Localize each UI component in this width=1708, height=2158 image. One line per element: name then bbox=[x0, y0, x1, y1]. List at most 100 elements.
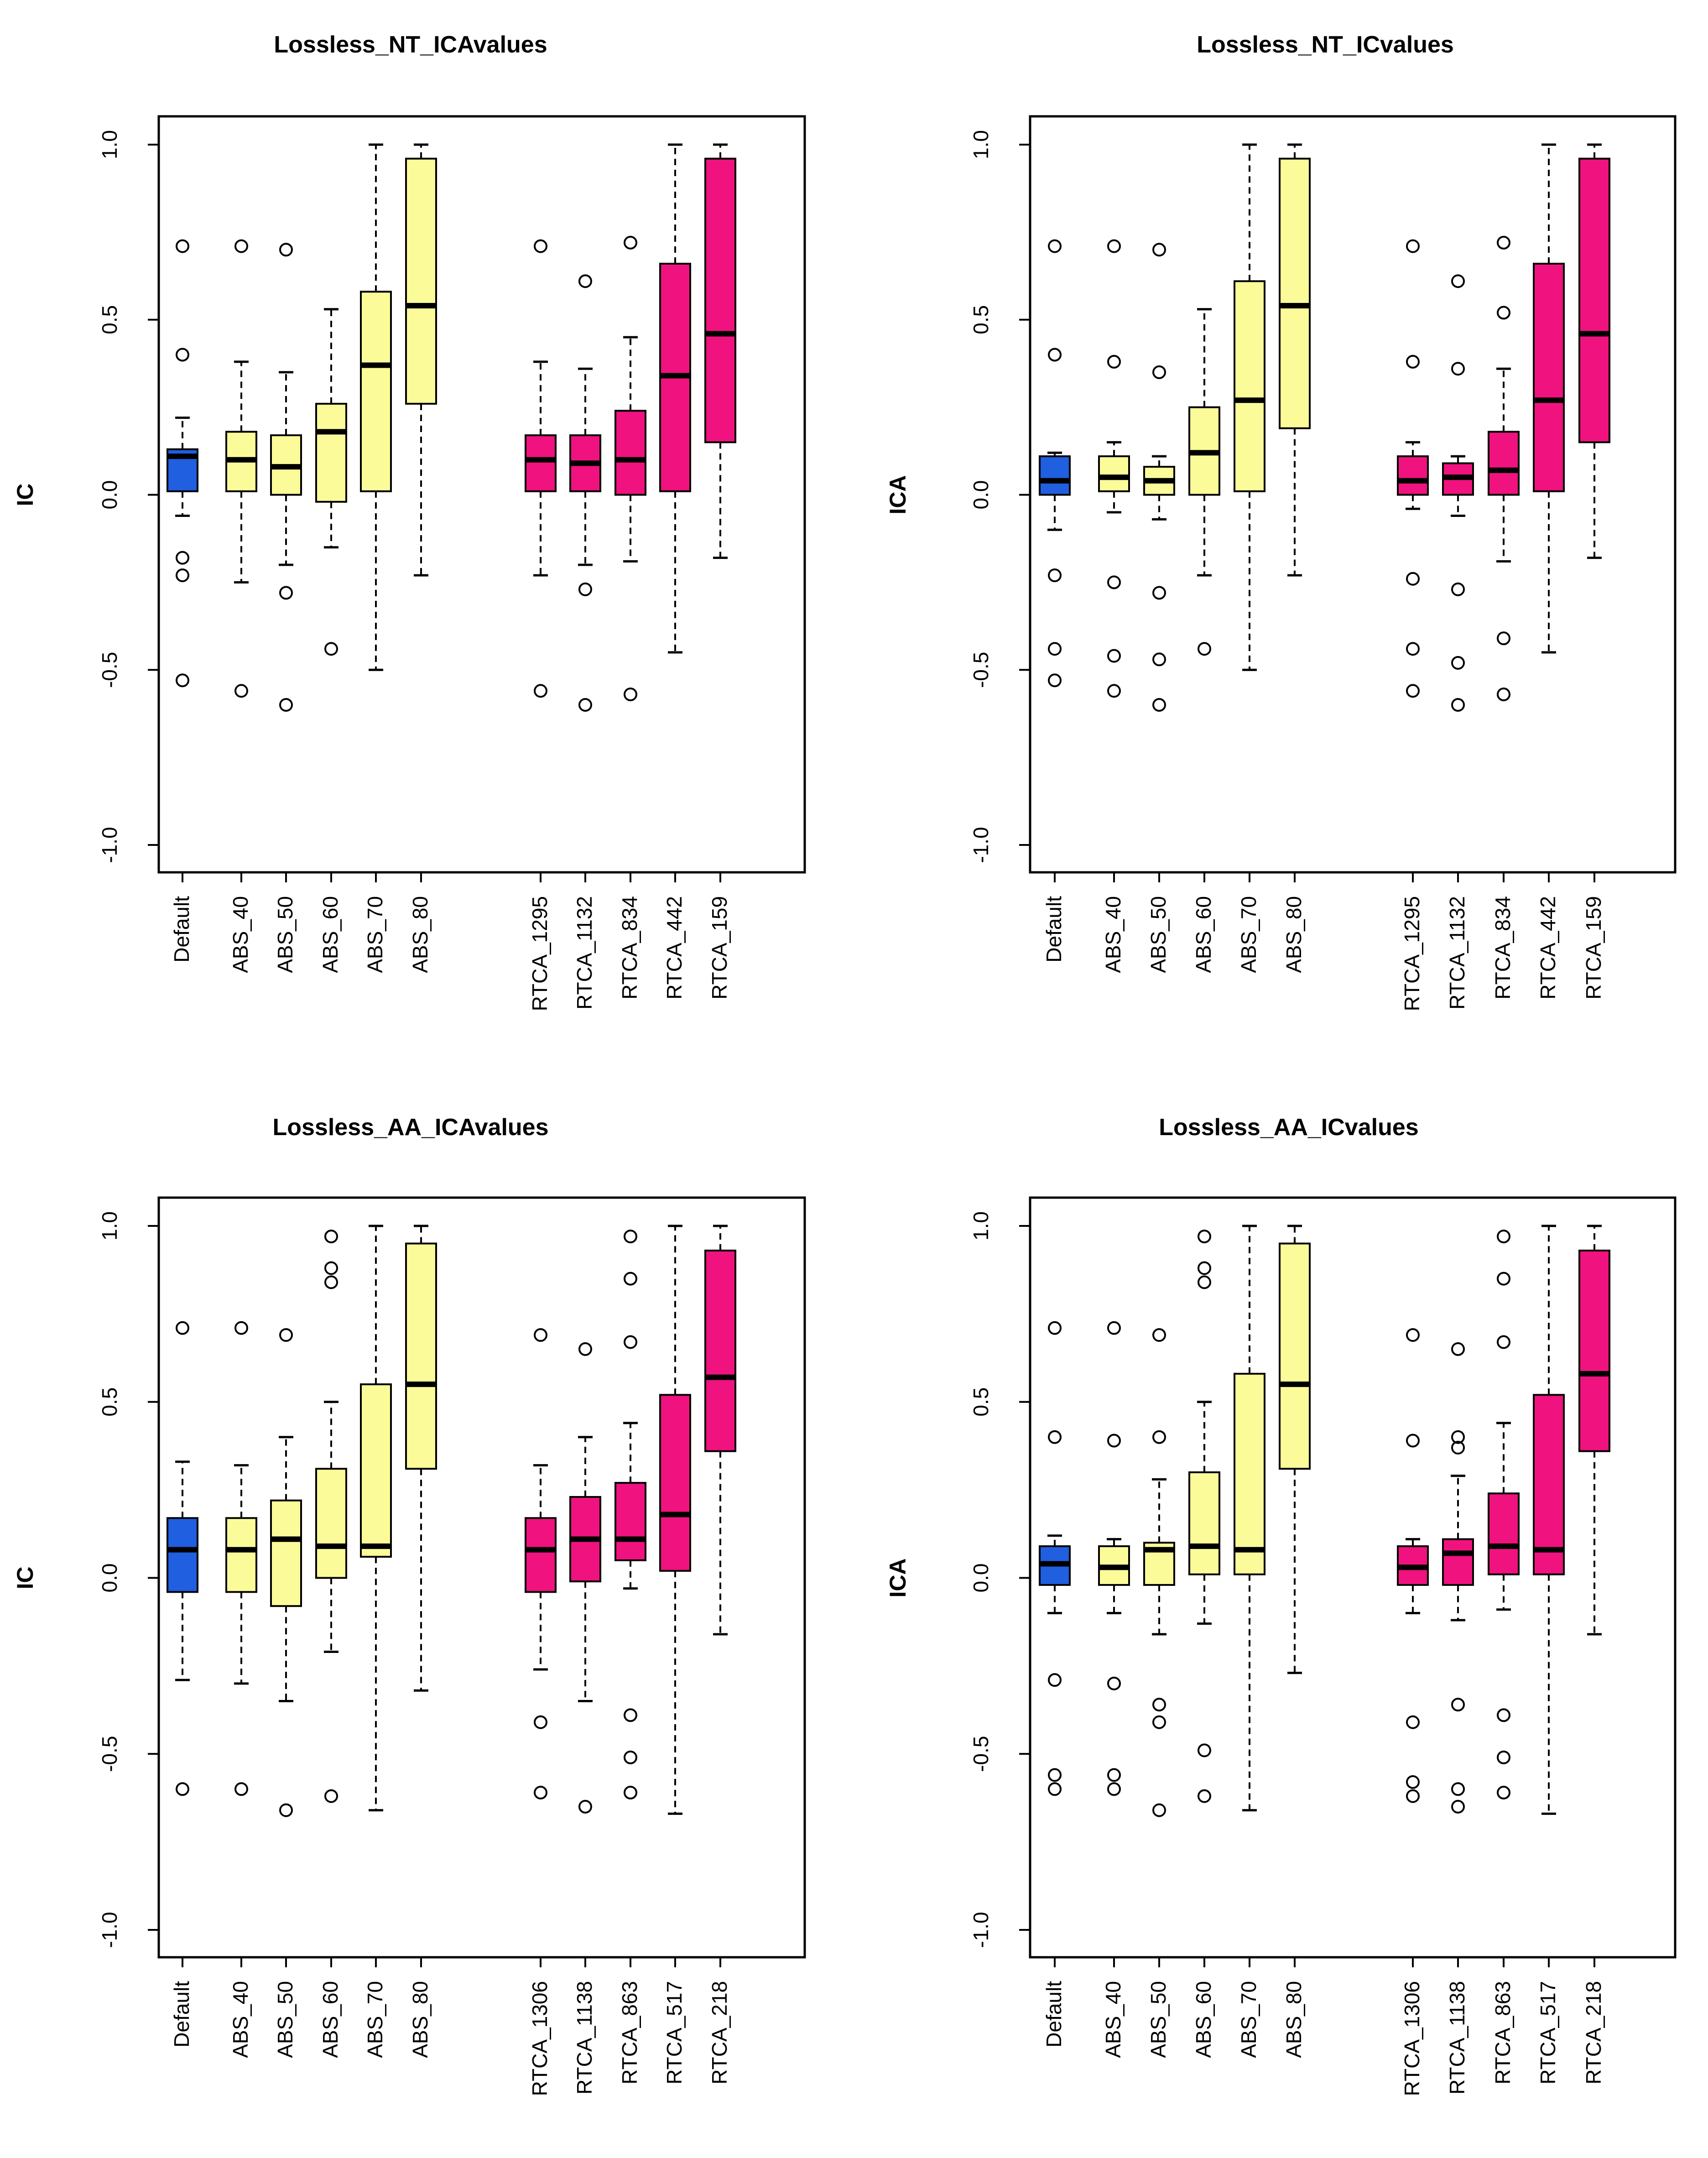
chart-title: Lossless_AA_ICvalues bbox=[1159, 1114, 1418, 1141]
outlier-point bbox=[578, 274, 592, 288]
x-category-label: RTCA_1295 bbox=[1400, 896, 1424, 1011]
outlier-point bbox=[624, 1750, 637, 1764]
iqr-box bbox=[315, 1468, 347, 1579]
x-category-label: RTCA_442 bbox=[662, 896, 686, 1000]
box-abs-50: ABS_50 bbox=[1143, 243, 1175, 973]
box-rtca-159: RTCA_159 bbox=[704, 143, 736, 1000]
outlier-point bbox=[1152, 1698, 1166, 1712]
outlier-point bbox=[1451, 1342, 1465, 1356]
outlier-point bbox=[1048, 1673, 1062, 1687]
outlier-point bbox=[324, 1789, 338, 1803]
outlier-point bbox=[1152, 243, 1166, 257]
x-category-label: ABS_50 bbox=[1146, 1981, 1170, 2058]
iqr-box bbox=[704, 1250, 736, 1452]
iqr-box bbox=[270, 1499, 302, 1607]
outlier-point bbox=[279, 1328, 293, 1342]
outlier-point bbox=[1451, 274, 1465, 288]
y-axis-label: IC bbox=[12, 1567, 38, 1590]
outlier-point bbox=[1451, 1441, 1465, 1455]
iqr-box bbox=[167, 1517, 198, 1593]
box-rtca-1138: RTCA_1138 bbox=[1442, 1342, 1474, 2095]
iqr-box bbox=[525, 1517, 557, 1593]
outlier-point bbox=[624, 1272, 637, 1286]
outlier-point bbox=[1107, 575, 1121, 589]
chart-panel-1: Lossless_NT_ICAvalues IC -1.0 -0.5 0.0 0.5 1.0… bbox=[12, 31, 806, 1011]
outlier-point bbox=[176, 673, 189, 688]
x-category-label: ABS_60 bbox=[1192, 1981, 1215, 2058]
outlier-point bbox=[1152, 586, 1166, 600]
box-abs-50: ABS_50 bbox=[270, 1328, 302, 2058]
outlier-point bbox=[1048, 1782, 1062, 1796]
iqr-box bbox=[1188, 1471, 1220, 1575]
outlier-point bbox=[534, 684, 547, 698]
x-category-label: RTCA_1138 bbox=[1445, 1981, 1469, 2095]
outlier-point bbox=[1497, 1786, 1510, 1800]
y-axis-label: ICA bbox=[885, 1558, 911, 1597]
box-abs-40: ABS_40 bbox=[225, 1321, 257, 2058]
outlier-point bbox=[1152, 1803, 1166, 1817]
y-tick-label: -0.5 bbox=[969, 1736, 993, 1772]
outlier-point bbox=[1451, 1799, 1465, 1814]
box-rtca-1306: RTCA_1306 bbox=[1397, 1328, 1429, 2096]
box-rtca-517: RTCA_517 bbox=[1533, 1225, 1565, 2085]
box-abs-40: ABS_40 bbox=[1098, 1321, 1130, 2058]
outlier-point bbox=[1152, 1328, 1166, 1342]
box-rtca-159: RTCA_159 bbox=[1578, 143, 1610, 1000]
y-tick-label: 1.0 bbox=[969, 1211, 993, 1241]
box-rtca-863: RTCA_863 bbox=[1488, 1230, 1520, 2085]
outlier-point bbox=[1198, 1261, 1211, 1275]
outlier-point bbox=[1152, 652, 1166, 667]
iqr-box bbox=[1234, 280, 1265, 492]
outlier-point bbox=[534, 1328, 547, 1342]
box-rtca-834: RTCA_834 bbox=[614, 235, 646, 1000]
outlier-point bbox=[1048, 1430, 1062, 1444]
box-rtca-442: RTCA_442 bbox=[659, 143, 691, 1000]
outlier-point bbox=[1497, 306, 1510, 320]
outlier-point bbox=[1198, 1230, 1211, 1244]
y-tick-label: 0.5 bbox=[98, 305, 121, 334]
y-tick-label: 1.0 bbox=[969, 130, 993, 159]
iqr-box bbox=[1533, 1394, 1565, 1575]
x-category-label: RTCA_1306 bbox=[1400, 1981, 1424, 2096]
outlier-point bbox=[176, 239, 189, 253]
x-category-label: ABS_50 bbox=[273, 1981, 297, 2058]
outlier-point bbox=[624, 1335, 637, 1349]
x-category-label: RTCA_218 bbox=[708, 1981, 731, 2085]
outlier-point bbox=[1406, 1775, 1420, 1789]
y-tick-label: 0.5 bbox=[98, 1387, 121, 1417]
iqr-box bbox=[1578, 157, 1610, 443]
outlier-point bbox=[1406, 572, 1420, 586]
outlier-point bbox=[1107, 239, 1121, 253]
iqr-box bbox=[360, 291, 392, 492]
chart-panel-4: Lossless_AA_ICvalues ICA -1.0 -0.5 0.0 0.5 1.0… bbox=[885, 1114, 1677, 2096]
x-category-label: ABS_40 bbox=[1101, 1981, 1125, 2058]
outlier-point bbox=[1107, 1768, 1121, 1782]
x-category-label: Default bbox=[170, 896, 193, 963]
outlier-point bbox=[624, 687, 637, 701]
y-tick-label: 0.5 bbox=[969, 1387, 993, 1417]
outlier-point bbox=[578, 1342, 592, 1356]
box-rtca-1295: RTCA_1295 bbox=[1397, 239, 1429, 1011]
box-default: Default bbox=[1039, 1321, 1071, 2048]
outlier-point bbox=[1497, 687, 1510, 701]
x-category-label: ABS_40 bbox=[229, 896, 252, 973]
outlier-point bbox=[1451, 698, 1465, 712]
outlier-point bbox=[578, 698, 592, 712]
outlier-point bbox=[1048, 348, 1062, 362]
box-rtca-218: RTCA_218 bbox=[1578, 1225, 1610, 2085]
iqr-box bbox=[659, 1394, 691, 1572]
y-tick-label: -0.5 bbox=[969, 652, 993, 688]
box-abs-60: ABS_60 bbox=[1188, 308, 1220, 973]
outlier-point bbox=[1152, 1715, 1166, 1729]
box-abs-40: ABS_40 bbox=[1098, 239, 1130, 973]
y-axis-label: ICA bbox=[885, 475, 911, 514]
box-rtca-218: RTCA_218 bbox=[704, 1225, 736, 2085]
iqr-box bbox=[614, 1482, 646, 1561]
box-rtca-517: RTCA_517 bbox=[659, 1225, 691, 2085]
x-category-label: RTCA_1138 bbox=[573, 1981, 596, 2095]
x-category-label: ABS_80 bbox=[408, 1981, 432, 2058]
outlier-point bbox=[1451, 656, 1465, 670]
box-default: Default bbox=[167, 1321, 198, 2048]
outlier-point bbox=[1406, 354, 1420, 369]
